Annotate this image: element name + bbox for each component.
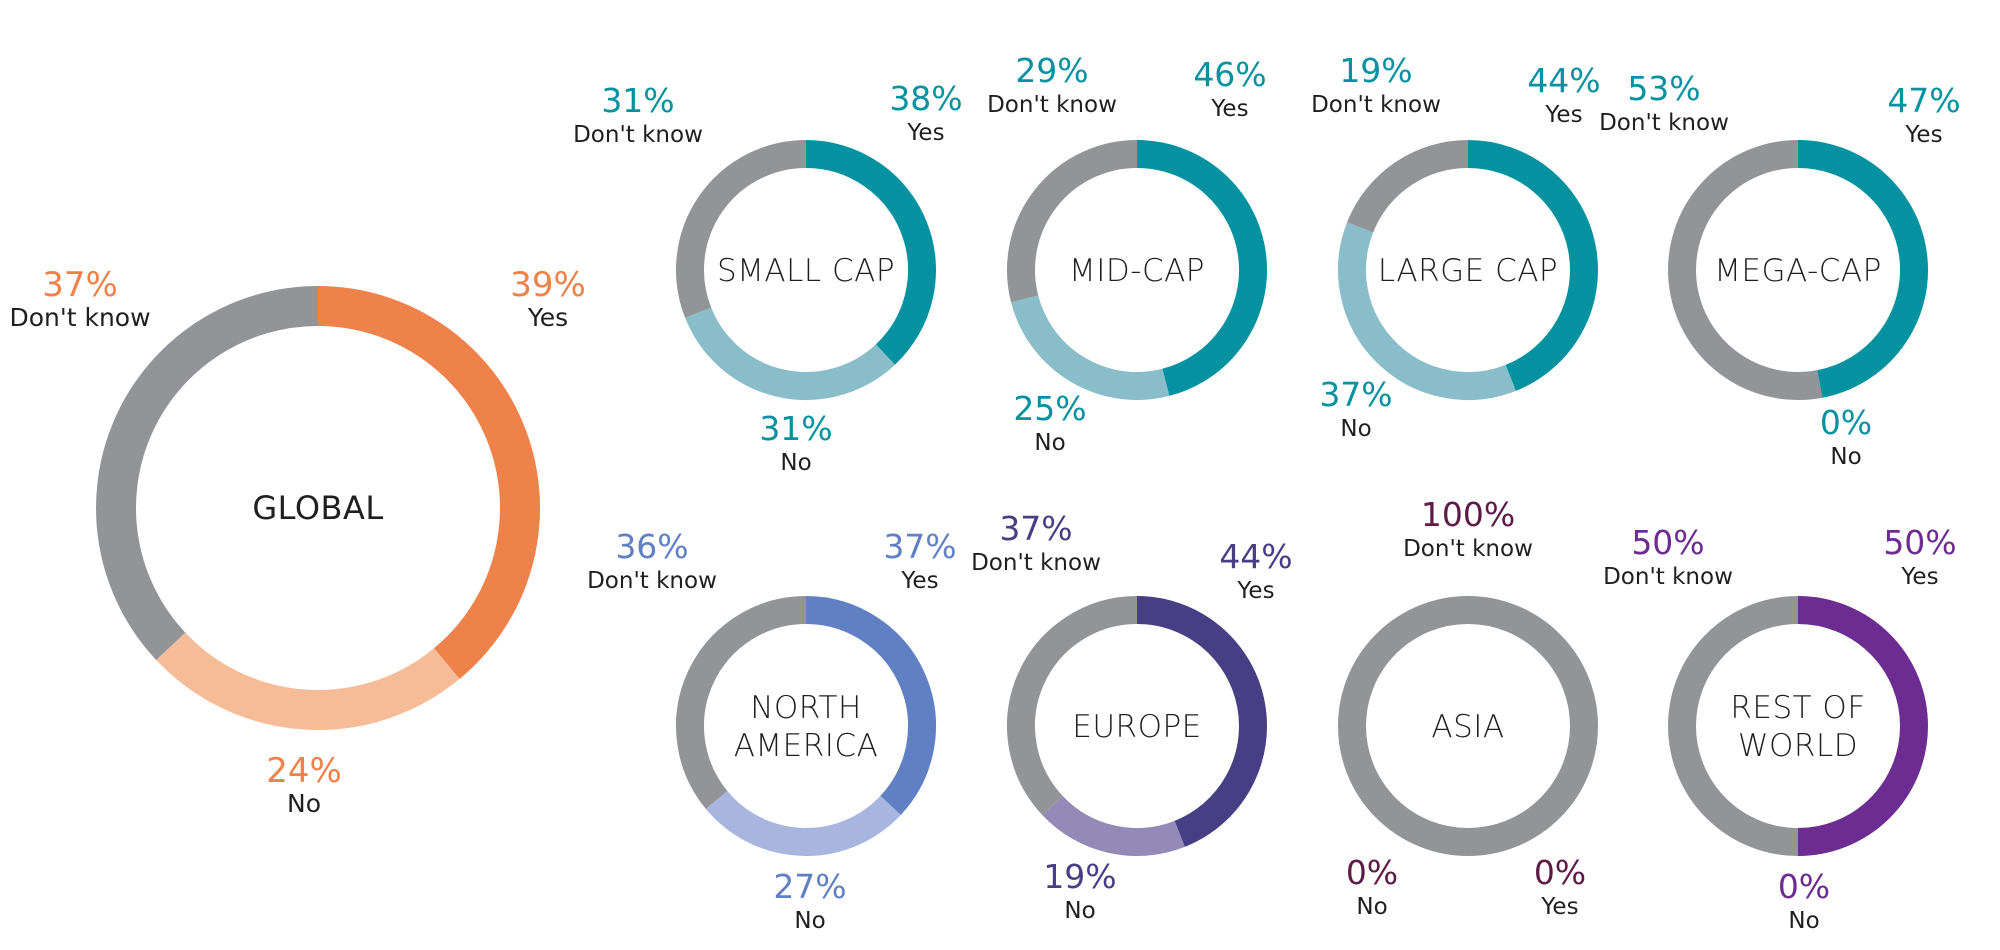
small-cap-slice-no xyxy=(685,307,895,400)
rest-of-world-slice-don-t-know xyxy=(1668,596,1799,856)
europe-yes-category-label: Yes xyxy=(1236,578,1274,604)
rest-of-world-don-t-know-value-label: 50% xyxy=(1631,523,1704,562)
large-cap-slice-don-t-know xyxy=(1347,140,1469,233)
large-cap-slice-no xyxy=(1338,222,1516,400)
rest-of-world-yes-category-label: Yes xyxy=(1900,564,1938,590)
rest-of-world-slice-yes xyxy=(1797,596,1928,856)
donut-mega-cap: MEGA-CAP 47%Yes 0%No 53%Don't know xyxy=(1599,69,1961,470)
mid-cap-don-t-know-value-label: 29% xyxy=(1015,51,1088,90)
small-cap-no-value-label: 31% xyxy=(759,409,832,448)
mega-cap-no-category-label: No xyxy=(1830,444,1861,470)
small-cap-slice-yes xyxy=(805,140,936,365)
asia-yes-category-label: Yes xyxy=(1540,894,1578,920)
mega-cap-slice-yes xyxy=(1797,140,1929,398)
mega-cap-no-value-label: 0% xyxy=(1820,403,1872,442)
north-america-center-title-line-1: NORTH xyxy=(750,690,862,726)
global-yes-category-label: Yes xyxy=(527,303,568,332)
europe-no-category-label: No xyxy=(1064,898,1095,924)
global-slice-yes xyxy=(317,286,540,680)
asia-slice-don-t-know xyxy=(1338,596,1598,856)
global-no-category-label: No xyxy=(287,789,321,818)
global-slice-don-t-know xyxy=(96,286,319,660)
large-cap-don-t-know-value-label: 19% xyxy=(1339,51,1412,90)
mega-cap-don-t-know-category-label: Don't know xyxy=(1599,110,1729,136)
europe-don-t-know-category-label: Don't know xyxy=(971,550,1101,576)
large-cap-yes-value-label: 44% xyxy=(1527,61,1600,100)
rest-of-world-center-title-line-1: REST OF xyxy=(1730,690,1865,726)
rest-of-world-no-value-label: 0% xyxy=(1778,867,1830,906)
large-cap-center-title: LARGE CAP xyxy=(1378,253,1558,289)
small-cap-don-t-know-value-label: 31% xyxy=(601,81,674,120)
europe-yes-value-label: 44% xyxy=(1219,537,1292,576)
north-america-don-t-know-category-label: Don't know xyxy=(587,568,717,594)
north-america-center-title-line-2: AMERICA xyxy=(734,728,879,764)
europe-slice-yes xyxy=(1136,596,1267,847)
north-america-don-t-know-value-label: 36% xyxy=(615,527,688,566)
large-cap-no-value-label: 37% xyxy=(1319,375,1392,414)
europe-slice-don-t-know xyxy=(1007,596,1138,815)
mid-cap-no-value-label: 25% xyxy=(1013,389,1086,428)
asia-don-t-know-category-label: Don't know xyxy=(1403,536,1533,562)
small-cap-yes-category-label: Yes xyxy=(906,120,944,146)
north-america-slice-don-t-know xyxy=(676,596,807,809)
north-america-yes-category-label: Yes xyxy=(900,568,938,594)
small-cap-no-category-label: No xyxy=(780,450,811,476)
europe-don-t-know-value-label: 37% xyxy=(999,509,1072,548)
north-america-no-category-label: No xyxy=(794,908,825,934)
asia-don-t-know-value-label: 100% xyxy=(1421,495,1515,534)
asia-yes-value-label: 0% xyxy=(1534,853,1586,892)
global-don-t-know-category-label: Don't know xyxy=(9,303,150,332)
global-center-title: GLOBAL xyxy=(252,489,383,527)
mid-cap-slice-don-t-know xyxy=(1007,140,1138,303)
large-cap-no-category-label: No xyxy=(1340,416,1371,442)
europe-no-value-label: 19% xyxy=(1043,857,1116,896)
europe-slice-no xyxy=(1042,795,1185,856)
north-america-yes-value-label: 37% xyxy=(883,527,956,566)
asia-center-title: ASIA xyxy=(1431,709,1504,745)
mega-cap-yes-value-label: 47% xyxy=(1887,81,1960,120)
large-cap-yes-category-label: Yes xyxy=(1544,102,1582,128)
donut-mid-cap: MID-CAP 46%Yes 25%No 29%Don't know xyxy=(987,51,1267,456)
north-america-slice-yes xyxy=(805,596,936,815)
mid-cap-yes-value-label: 46% xyxy=(1193,55,1266,94)
mid-cap-slice-no xyxy=(1011,295,1170,400)
mega-cap-slice-don-t-know xyxy=(1668,140,1823,400)
mega-cap-don-t-know-value-label: 53% xyxy=(1627,69,1700,108)
small-cap-don-t-know-category-label: Don't know xyxy=(573,122,703,148)
global-no-value-label: 24% xyxy=(266,751,342,791)
mid-cap-slice-yes xyxy=(1136,140,1267,396)
large-cap-don-t-know-category-label: Don't know xyxy=(1311,92,1441,118)
asia-no-category-label: No xyxy=(1356,894,1387,920)
north-america-slice-no xyxy=(705,790,901,856)
global-don-t-know-value-label: 37% xyxy=(42,265,118,305)
rest-of-world-no-category-label: No xyxy=(1788,908,1819,934)
donut-europe: EUROPE 44%Yes 19%No 37%Don't know xyxy=(971,509,1293,924)
mid-cap-center-title: MID-CAP xyxy=(1069,253,1205,289)
europe-center-title: EUROPE xyxy=(1072,709,1202,745)
rest-of-world-don-t-know-category-label: Don't know xyxy=(1603,564,1733,590)
donut-global: GLOBAL 39%Yes 24%No 37%Don't know xyxy=(9,265,585,818)
mega-cap-yes-category-label: Yes xyxy=(1904,122,1942,148)
donut-large-cap: LARGE CAP 44%Yes 37%No 19%Don't know xyxy=(1311,51,1601,442)
asia-no-value-label: 0% xyxy=(1346,853,1398,892)
small-cap-center-title: SMALL CAP xyxy=(717,253,895,289)
rest-of-world-center-title-line-2: WORLD xyxy=(1738,728,1858,764)
mid-cap-yes-category-label: Yes xyxy=(1210,96,1248,122)
mid-cap-no-category-label: No xyxy=(1034,430,1065,456)
small-cap-slice-don-t-know xyxy=(676,140,807,318)
rest-of-world-yes-value-label: 50% xyxy=(1883,523,1956,562)
mega-cap-center-title: MEGA-CAP xyxy=(1714,253,1882,289)
mid-cap-don-t-know-category-label: Don't know xyxy=(987,92,1117,118)
global-yes-value-label: 39% xyxy=(510,265,586,305)
large-cap-slice-yes xyxy=(1467,140,1598,391)
global-slice-no xyxy=(156,632,460,730)
north-america-no-value-label: 27% xyxy=(773,867,846,906)
small-cap-yes-value-label: 38% xyxy=(889,79,962,118)
